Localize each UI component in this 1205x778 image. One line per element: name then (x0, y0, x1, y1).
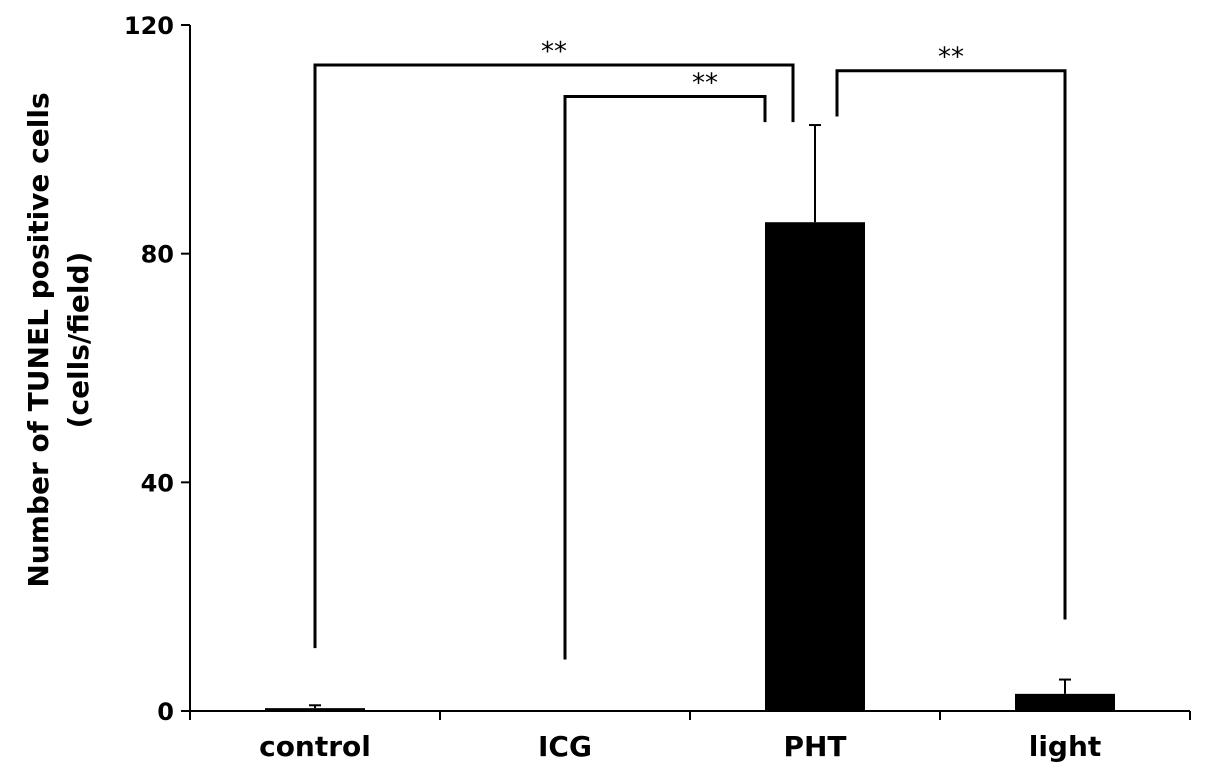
error-bars (309, 124, 1071, 709)
significance-brackets: ** ** ** (313, 37, 1067, 660)
bar-control (265, 708, 365, 711)
y-axis-title-line-1: Number of TUNEL positive cells (22, 92, 55, 587)
significance-bracket (563, 94, 767, 660)
y-tick-label: 40 (141, 469, 174, 497)
x-tick-label: light (1029, 730, 1102, 763)
y-ticks: 0 40 80 120 (124, 12, 190, 726)
x-tick-label: ICG (538, 730, 592, 763)
significance-label: ** (938, 43, 964, 73)
bars (265, 222, 1115, 711)
significance-bracket (835, 69, 1067, 620)
x-tick-labels: control ICG PHT light (259, 730, 1101, 763)
bar-pht (765, 222, 865, 711)
y-tick-label: 120 (124, 12, 174, 40)
y-tick-label: 0 (157, 698, 174, 726)
x-tick-label: PHT (783, 730, 846, 763)
significance-bracket (313, 63, 795, 649)
y-tick-label: 80 (141, 241, 174, 269)
axes (189, 25, 1191, 720)
x-tick-label: control (259, 730, 371, 763)
y-axis-title: Number of TUNEL positive cells (cells/fi… (22, 92, 95, 587)
significance-label: ** (541, 37, 567, 67)
bar-light (1015, 693, 1115, 711)
y-axis-title-line-2: (cells/field) (62, 252, 95, 429)
significance-label: ** (692, 68, 718, 98)
